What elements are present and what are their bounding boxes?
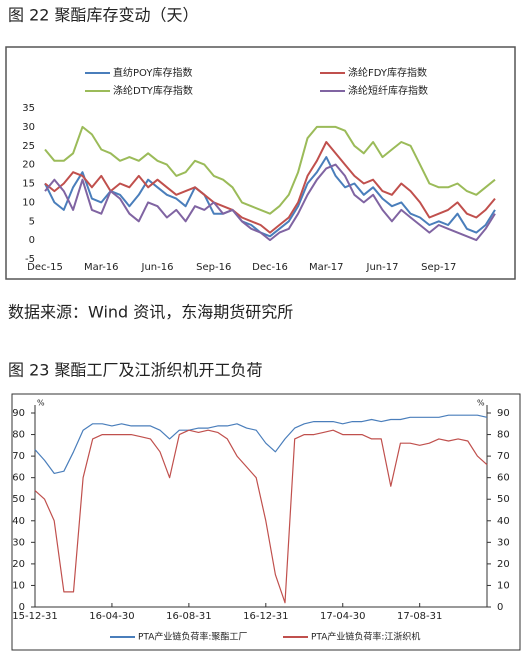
x-tick-label: Mar-17 bbox=[309, 262, 344, 273]
y2-tick-label: 40 bbox=[497, 516, 510, 527]
x-tick-label: Dec-16 bbox=[252, 262, 288, 273]
y-tick-label: 30 bbox=[12, 537, 25, 548]
y-tick-label: 25 bbox=[22, 141, 35, 152]
legend-label: PTA产业链负荷率:江浙织机 bbox=[311, 631, 420, 643]
y-unit: % bbox=[37, 399, 45, 408]
legend-label: 涤纶短纤库存指数 bbox=[348, 84, 428, 97]
x-tick-label: 16-04-30 bbox=[89, 611, 134, 622]
x-tick-label: 16-08-31 bbox=[166, 611, 211, 622]
y-tick-label: 40 bbox=[12, 516, 25, 527]
y-tick-label: 60 bbox=[12, 473, 25, 484]
y2-tick-label: 50 bbox=[497, 494, 510, 505]
y-tick-label: 30 bbox=[22, 122, 35, 133]
legend-label: 直纺POY库存指数 bbox=[113, 66, 192, 79]
x-tick-label: 17-04-30 bbox=[320, 611, 365, 622]
figure-title: 图 23 聚酯工厂及江浙织机开工负荷 bbox=[8, 361, 263, 380]
y-tick-label: 0 bbox=[19, 602, 25, 613]
y-tick-label: 90 bbox=[12, 408, 25, 419]
y-tick-label: 10 bbox=[12, 580, 25, 591]
source-note: 数据来源：Wind 资讯，东海期货研究所 bbox=[8, 303, 293, 322]
y2-tick-label: 90 bbox=[497, 408, 510, 419]
y-tick-label: 15 bbox=[22, 179, 35, 190]
y-tick-label: -5 bbox=[25, 254, 35, 265]
y-tick-label: 80 bbox=[12, 430, 25, 441]
chart-frame bbox=[11, 393, 521, 651]
y-tick-label: 50 bbox=[12, 494, 25, 505]
y2-tick-label: 80 bbox=[497, 430, 510, 441]
y-tick-label: 20 bbox=[22, 160, 35, 171]
y2-tick-label: 0 bbox=[497, 602, 503, 613]
y2-tick-label: 70 bbox=[497, 451, 510, 462]
y-tick-label: 5 bbox=[29, 216, 35, 227]
y2-tick-label: 30 bbox=[497, 537, 510, 548]
x-tick-label: 17-08-31 bbox=[397, 611, 442, 622]
series-line bbox=[34, 414, 488, 474]
x-tick-label: Sep-17 bbox=[421, 262, 456, 273]
y2-unit: % bbox=[477, 399, 485, 408]
series-line bbox=[34, 429, 488, 604]
x-tick-label: Jun-17 bbox=[366, 262, 399, 273]
legend-label: 涤纶FDY库存指数 bbox=[348, 66, 427, 79]
y2-tick-label: 60 bbox=[497, 473, 510, 484]
x-tick-label: Dec-15 bbox=[27, 262, 63, 273]
legend-label: 涤纶DTY库存指数 bbox=[113, 84, 193, 97]
y2-tick-label: 20 bbox=[497, 559, 510, 570]
chart-frame bbox=[5, 46, 516, 280]
y2-tick-label: 10 bbox=[497, 580, 510, 591]
x-tick-label: Sep-16 bbox=[196, 262, 231, 273]
series-line bbox=[44, 141, 496, 234]
y-tick-label: 70 bbox=[12, 451, 25, 462]
y-tick-label: 0 bbox=[29, 235, 35, 246]
series-line bbox=[44, 125, 496, 215]
y-tick-label: 35 bbox=[22, 103, 35, 114]
figure-title: 图 22 聚酯库存变动（天） bbox=[8, 6, 199, 25]
x-tick-label: Mar-16 bbox=[84, 262, 119, 273]
x-tick-label: 15-12-31 bbox=[12, 611, 57, 622]
series-line bbox=[44, 156, 496, 238]
x-tick-label: 16-12-31 bbox=[243, 611, 288, 622]
y-tick-label: 10 bbox=[22, 197, 35, 208]
series-line bbox=[44, 163, 496, 242]
x-tick-label: Jun-16 bbox=[141, 262, 174, 273]
legend-label: PTA产业链负荷率:聚酯工厂 bbox=[138, 631, 247, 643]
y-tick-label: 20 bbox=[12, 559, 25, 570]
